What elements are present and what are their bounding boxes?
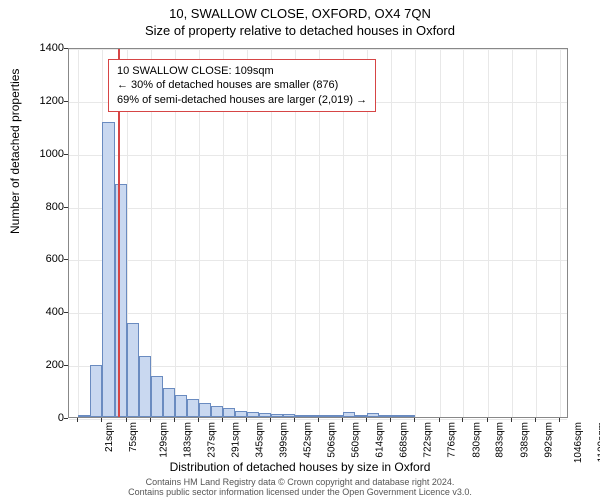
xtick-label: 883sqm bbox=[495, 422, 506, 458]
histogram-bar bbox=[307, 415, 319, 417]
histogram-bar bbox=[319, 415, 331, 417]
xtick-label: 1046sqm bbox=[573, 422, 584, 463]
ytick-label: 800 bbox=[24, 201, 64, 213]
xtick-label: 506sqm bbox=[326, 422, 337, 458]
footer: Contains HM Land Registry data © Crown c… bbox=[0, 478, 600, 498]
histogram-bar bbox=[175, 395, 187, 417]
footer-line-2: Contains public sector information licen… bbox=[0, 488, 600, 498]
xtick-label: 992sqm bbox=[543, 422, 554, 458]
xtick-label: 668sqm bbox=[399, 422, 410, 458]
histogram-bar bbox=[187, 399, 199, 418]
xtick-label: 722sqm bbox=[423, 422, 434, 458]
xtick-label: 1100sqm bbox=[596, 422, 600, 462]
chart-title: 10, SWALLOW CLOSE, OXFORD, OX4 7QN bbox=[0, 0, 600, 21]
xtick-label: 75sqm bbox=[128, 422, 139, 452]
histogram-bar bbox=[78, 415, 90, 417]
xtick-label: 21sqm bbox=[104, 422, 115, 452]
xtick-label: 452sqm bbox=[302, 422, 313, 458]
histogram-bar bbox=[343, 412, 355, 417]
xtick-label: 938sqm bbox=[519, 422, 530, 458]
histogram-bar bbox=[163, 388, 175, 417]
xtick-label: 237sqm bbox=[206, 422, 217, 458]
histogram-bar bbox=[259, 413, 271, 417]
histogram-bar bbox=[139, 356, 151, 417]
info-box: 10 SWALLOW CLOSE: 109sqm ← 30% of detach… bbox=[108, 59, 376, 112]
xtick-label: 129sqm bbox=[158, 422, 169, 458]
ytick-label: 1200 bbox=[24, 95, 64, 107]
histogram-bar bbox=[115, 184, 127, 417]
histogram-bar bbox=[379, 415, 391, 417]
histogram-bar bbox=[271, 414, 283, 417]
histogram-bar bbox=[355, 415, 367, 417]
histogram-bar bbox=[247, 412, 259, 417]
histogram-bar bbox=[90, 365, 102, 417]
histogram-bar bbox=[367, 413, 379, 417]
ytick-label: 400 bbox=[24, 306, 64, 318]
info-line-2: ← 30% of detached houses are smaller (87… bbox=[117, 78, 367, 92]
histogram-bar bbox=[199, 403, 211, 417]
ytick-label: 600 bbox=[24, 253, 64, 265]
ytick-label: 200 bbox=[24, 359, 64, 371]
histogram-bar bbox=[211, 406, 223, 417]
info-line-1: 10 SWALLOW CLOSE: 109sqm bbox=[117, 64, 367, 78]
histogram-bar bbox=[295, 415, 307, 417]
xtick-label: 614sqm bbox=[375, 422, 386, 458]
xtick-label: 345sqm bbox=[255, 422, 266, 458]
y-axis-title: Number of detached properties bbox=[8, 69, 22, 234]
histogram-bar bbox=[391, 415, 403, 417]
histogram-bar bbox=[223, 408, 235, 417]
xtick-label: 830sqm bbox=[471, 422, 482, 458]
chart-subtitle: Size of property relative to detached ho… bbox=[0, 21, 600, 38]
xtick-label: 183sqm bbox=[182, 422, 193, 458]
histogram-bar bbox=[127, 323, 139, 417]
histogram-bar bbox=[235, 411, 247, 417]
info-line-3: 69% of semi-detached houses are larger (… bbox=[117, 93, 367, 107]
ytick-label: 1400 bbox=[24, 42, 64, 54]
chart-container: 10, SWALLOW CLOSE, OXFORD, OX4 7QN Size … bbox=[0, 0, 600, 500]
ytick-label: 1000 bbox=[24, 148, 64, 160]
xtick-label: 291sqm bbox=[230, 422, 241, 458]
histogram-bar bbox=[331, 415, 343, 417]
histogram-bar bbox=[151, 376, 163, 417]
histogram-bar bbox=[102, 122, 114, 417]
xtick-label: 399sqm bbox=[279, 422, 290, 458]
histogram-bar bbox=[283, 414, 295, 417]
histogram-bar bbox=[403, 415, 415, 417]
x-axis-title: Distribution of detached houses by size … bbox=[0, 460, 600, 474]
ytick-label: 0 bbox=[24, 412, 64, 424]
xtick-label: 560sqm bbox=[351, 422, 362, 458]
xtick-label: 776sqm bbox=[447, 422, 458, 458]
